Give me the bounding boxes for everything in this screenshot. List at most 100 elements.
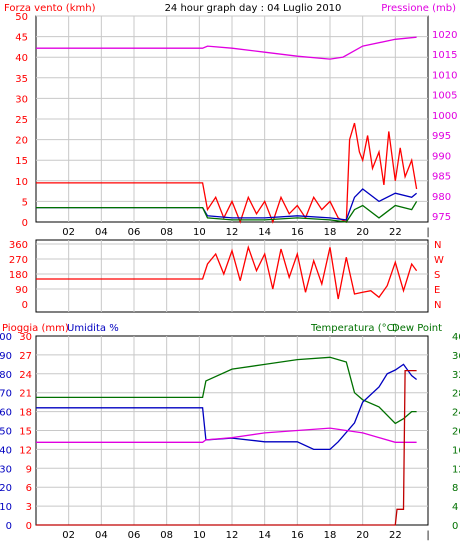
temp-humidity-rain-panel: 0369121518212427300102030405060708090100… xyxy=(0,332,460,541)
humidity-tick-label: 40 xyxy=(0,445,12,456)
series-line-0 xyxy=(36,36,417,60)
pressure-tick-label: 975 xyxy=(432,212,451,223)
x-tick-label: 16 xyxy=(291,227,304,238)
humidity-axis-label: Umidita % xyxy=(67,323,119,334)
wind-axis-label: Forza vento (kmh) xyxy=(4,3,96,14)
x-tick-label: 04 xyxy=(95,530,108,541)
temperature-tick-label: 20 xyxy=(452,427,460,438)
series-line-0 xyxy=(36,356,417,425)
x-tick-label: 02 xyxy=(62,227,75,238)
x-tick-label: | xyxy=(426,530,429,541)
x-tick-label: 16 xyxy=(291,530,304,541)
wind-tick-label: 15 xyxy=(15,156,28,167)
temperature-tick-label: 4 xyxy=(452,502,458,513)
rain-tick-label: 24 xyxy=(19,370,32,381)
dewpoint-axis-label: Dew Point xyxy=(392,323,442,334)
wind-tick-label: 45 xyxy=(15,33,28,44)
humidity-tick-label: 100 xyxy=(0,332,12,343)
x-tick-label: 10 xyxy=(193,530,206,541)
humidity-tick-label: 50 xyxy=(0,427,12,438)
direction-tick-label: 0 xyxy=(22,300,28,311)
wind-tick-label: 35 xyxy=(15,74,28,85)
x-tick-label: 12 xyxy=(226,227,239,238)
rain-tick-label: 12 xyxy=(19,445,32,456)
temperature-tick-label: 28 xyxy=(452,389,460,400)
x-tick-label: 08 xyxy=(160,227,173,238)
pressure-tick-label: 1020 xyxy=(432,30,457,41)
temperature-tick-label: 16 xyxy=(452,445,460,456)
compass-tick-label: N xyxy=(434,300,441,311)
temperature-tick-label: 24 xyxy=(452,408,460,419)
x-tick-label: 20 xyxy=(356,530,369,541)
humidity-tick-label: 0 xyxy=(6,521,12,532)
rain-tick-label: 21 xyxy=(19,389,32,400)
x-tick-label: 06 xyxy=(128,227,141,238)
x-tick-label: 22 xyxy=(389,530,402,541)
compass-tick-label: W xyxy=(434,255,444,266)
compass-tick-label: E xyxy=(434,285,440,296)
temperature-tick-label: 36 xyxy=(452,351,460,362)
x-tick-label: 14 xyxy=(258,530,271,541)
rain-tick-label: 15 xyxy=(19,427,32,438)
direction-tick-label: 180 xyxy=(9,270,28,281)
x-tick-label: 22 xyxy=(389,227,402,238)
humidity-tick-label: 30 xyxy=(0,464,12,475)
humidity-tick-label: 70 xyxy=(0,389,12,400)
chart-title: 24 hour graph day : 04 Luglio 2010 xyxy=(165,3,342,14)
humidity-tick-label: 10 xyxy=(0,502,12,513)
temperature-tick-label: 8 xyxy=(452,483,458,494)
wind-tick-label: 30 xyxy=(15,94,28,105)
x-tick-label: 10 xyxy=(193,227,206,238)
x-tick-label: 08 xyxy=(160,530,173,541)
pressure-tick-label: 985 xyxy=(432,172,451,183)
pressure-tick-label: 990 xyxy=(432,151,451,162)
rain-tick-label: 27 xyxy=(19,351,32,362)
x-tick-label: 06 xyxy=(128,530,141,541)
x-tick-label: 02 xyxy=(62,530,75,541)
series-line-2 xyxy=(36,188,418,221)
wind-tick-label: 50 xyxy=(15,12,28,23)
pressure-tick-label: 980 xyxy=(432,192,451,203)
series-line-3 xyxy=(36,369,417,526)
direction-tick-label: 360 xyxy=(9,240,28,251)
x-tick-label: | xyxy=(426,227,429,238)
compass-tick-label: N xyxy=(434,240,441,251)
rain-tick-label: 9 xyxy=(26,464,32,475)
pressure-tick-label: 1015 xyxy=(432,50,457,61)
wind-tick-label: 25 xyxy=(15,115,28,126)
wind-tick-label: 0 xyxy=(22,218,28,229)
series-line-3 xyxy=(36,201,418,223)
x-tick-label: 18 xyxy=(324,227,337,238)
rain-tick-label: 3 xyxy=(26,502,32,513)
x-tick-label: 18 xyxy=(324,530,337,541)
humidity-tick-label: 90 xyxy=(0,351,12,362)
humidity-tick-label: 80 xyxy=(0,370,12,381)
pressure-axis-label: Pressione (mb) xyxy=(381,3,456,14)
rain-tick-label: 6 xyxy=(26,483,32,494)
pressure-tick-label: 1005 xyxy=(432,91,457,102)
x-tick-label: 14 xyxy=(258,227,271,238)
direction-line-0 xyxy=(36,245,418,300)
series-line-2 xyxy=(36,427,417,443)
pressure-tick-label: 1000 xyxy=(432,111,457,122)
wind-tick-label: 40 xyxy=(15,53,28,64)
temperature-tick-label: 40 xyxy=(452,332,460,343)
pressure-tick-label: 1010 xyxy=(432,70,457,81)
rain-tick-label: 30 xyxy=(19,332,32,343)
x-tick-label: 20 xyxy=(356,227,369,238)
direction-tick-label: 270 xyxy=(9,255,28,266)
rain-axis-label: Pioggia (mm) xyxy=(2,323,69,334)
temperature-axis-label: Temperatura (°C) xyxy=(310,323,398,334)
wind-tick-label: 10 xyxy=(15,177,28,188)
rain-tick-label: 0 xyxy=(26,521,32,532)
compass-tick-label: S xyxy=(434,270,440,281)
x-tick-label: 04 xyxy=(95,227,108,238)
x-tick-label: 12 xyxy=(226,530,239,541)
pressure-tick-label: 995 xyxy=(432,131,451,142)
humidity-tick-label: 20 xyxy=(0,483,12,494)
wind-pressure-panel: 0510152025303540455097598098599099510001… xyxy=(15,12,457,238)
temperature-tick-label: 32 xyxy=(452,370,460,381)
